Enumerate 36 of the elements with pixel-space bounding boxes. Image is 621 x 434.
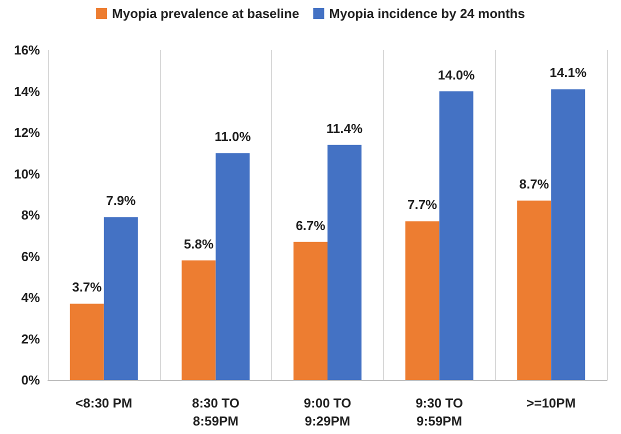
bar <box>294 242 328 380</box>
legend-label: Myopia incidence by 24 months <box>329 6 525 21</box>
data-label: 8.7% <box>519 176 550 192</box>
bar <box>405 221 440 380</box>
x-tick-label: 8:30 TO 8:59PM <box>192 396 240 428</box>
bar <box>216 153 250 380</box>
bar <box>104 217 138 380</box>
data-label: 7.9% <box>106 193 136 208</box>
bar <box>328 144 362 380</box>
bar <box>70 304 104 380</box>
bar <box>517 200 552 380</box>
data-label: 7.7% <box>407 197 438 212</box>
data-label: 6.7% <box>296 218 326 233</box>
bar <box>439 91 474 380</box>
bar <box>551 89 586 380</box>
data-label: 3.7% <box>72 280 102 295</box>
bar <box>182 260 216 380</box>
y-tick-label: 4% <box>21 290 40 305</box>
data-label: 11.0% <box>214 129 252 144</box>
x-tick-label: <8:30 PM <box>76 396 132 410</box>
y-tick-label: 16% <box>14 42 40 58</box>
y-tick-label: 6% <box>21 248 40 264</box>
x-tick-label: 9:30 TO 9:59PM <box>416 396 464 428</box>
data-label: 11.4% <box>326 120 364 136</box>
data-label: 5.8% <box>184 236 214 252</box>
y-tick-label: 14% <box>14 84 40 99</box>
legend-label: Myopia prevalence at baseline <box>112 6 300 21</box>
x-tick-label: 9:00 TO 9:29PM <box>304 396 352 428</box>
y-tick-label: 10% <box>14 166 40 182</box>
y-tick-label: 0% <box>21 372 40 388</box>
y-tick-label: 2% <box>21 331 40 346</box>
y-tick-label: 8% <box>21 208 40 222</box>
y-tick-label: 12% <box>14 125 40 140</box>
x-tick-label: >=10PM <box>526 396 576 410</box>
data-label: 14.1% <box>550 65 587 80</box>
data-label: 14.0% <box>438 67 476 82</box>
